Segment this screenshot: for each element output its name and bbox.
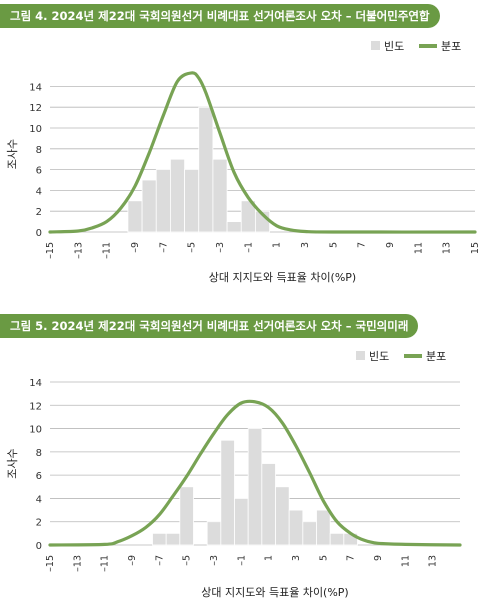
x-tick-label: –9 [130,242,141,253]
y-tick-label: 2 [36,207,42,218]
x-tick-label: –13 [72,555,83,572]
y-tick-label: 10 [29,425,42,436]
legend-label: 분포 [441,40,461,53]
frequency-bar [316,509,331,546]
frequency-bar [220,439,235,546]
figure-4: 그림 4. 2024년 제22대 국회의원선거 비례대표 선거여론조사 오차 –… [0,4,487,300]
legend-label: 빈도 [384,40,404,53]
figure-title: 그림 4. 2024년 제22대 국회의원선거 비례대표 선거여론조사 오차 –… [0,4,440,28]
x-tick-label: –11 [102,242,113,259]
y-tick-label: 6 [36,471,42,482]
x-tick-label: –5 [182,555,193,566]
frequency-bar [179,486,194,546]
x-axis-label: 상대 지지도와 득표율 차이(%P) [201,586,348,599]
frequency-bar [198,106,214,233]
frequency-bar [165,532,181,546]
frequency-bar [302,521,317,546]
frequency-bar [288,509,304,546]
frequency-bar [275,486,290,546]
y-tick-label: 10 [29,124,42,135]
y-tick-label: 4 [36,186,42,197]
x-tick-label: 7 [346,555,357,561]
y-tick-label: 0 [36,541,42,552]
x-tick-label: –1 [236,555,247,566]
frequency-bar [247,428,263,546]
y-tick-label: 12 [29,401,42,412]
y-tick-label: 8 [36,448,42,459]
frequency-bar [206,521,222,546]
frequency-bar [127,200,143,233]
x-tick-label: –1 [243,242,254,253]
x-tick-label: –15 [45,555,56,572]
x-tick-label: –11 [100,555,111,572]
y-tick-label: 14 [29,378,42,389]
x-tick-label: 3 [300,242,311,248]
legend-swatch-bar [356,351,365,360]
x-tick-label: 11 [413,242,424,254]
legend-swatch-bar [371,41,380,50]
x-tick-label: 13 [428,555,439,567]
x-tick-label: 1 [272,242,283,248]
y-tick-label: 14 [29,82,42,93]
distribution-curve [48,399,462,547]
x-tick-label: 15 [470,242,481,254]
frequency-bar [155,169,171,233]
y-axis-label: 조사수 [6,139,19,169]
x-tick-label: 9 [373,555,384,561]
x-tick-label: 3 [291,555,302,561]
y-tick-label: 4 [36,494,42,505]
frequency-bar [141,179,157,233]
x-tick-label: 5 [328,242,339,248]
frequency-bar [152,532,167,546]
x-tick-label: 13 [442,242,453,254]
x-axis-label: 상대 지지도와 득표율 차이(%P) [209,271,356,284]
distribution-curve [48,71,477,234]
legend-label: 빈도 [369,350,389,363]
frequency-bar [234,498,249,546]
y-tick-label: 0 [36,228,42,239]
figure-5: 그림 5. 2024년 제22대 국회의원선거 비례대표 선거여론조사 오차 –… [0,314,487,607]
frequency-bar [170,158,185,233]
frequency-bar [212,158,228,233]
frequency-bar [329,532,345,546]
x-tick-label: –7 [154,555,165,566]
x-tick-label: –7 [158,242,169,253]
x-tick-label: 1 [264,555,275,561]
x-tick-label: –3 [209,555,220,566]
frequency-bar [226,221,242,233]
y-tick-label: 8 [36,145,42,156]
x-tick-label: 5 [318,555,329,561]
figure-title: 그림 5. 2024년 제22대 국회의원선거 비례대표 선거여론조사 오차 –… [0,314,419,338]
legend-label: 분포 [426,350,446,363]
x-tick-label: –9 [127,555,138,566]
y-axis-label: 조사수 [6,448,19,478]
x-tick-label: 11 [400,555,411,567]
x-tick-label: –5 [187,242,198,253]
x-tick-label: 7 [357,242,368,248]
x-tick-label: –15 [45,242,56,259]
y-tick-label: 2 [36,518,42,529]
frequency-bar [261,463,276,546]
x-tick-label: –3 [215,242,226,253]
x-tick-label: 9 [385,242,396,248]
y-tick-label: 6 [36,166,42,177]
frequency-bar [184,169,200,233]
x-tick-label: –13 [73,242,84,259]
y-tick-label: 12 [29,103,42,114]
